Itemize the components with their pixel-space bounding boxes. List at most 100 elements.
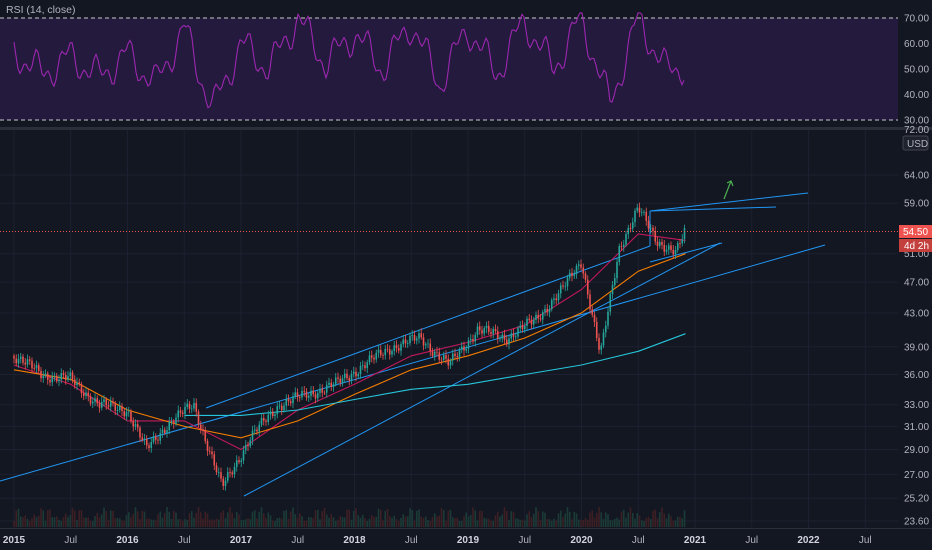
candle-body — [323, 392, 326, 394]
volume-bar — [663, 513, 666, 527]
candle-body — [373, 357, 375, 360]
candle-body — [602, 332, 605, 346]
candle-body — [679, 243, 681, 245]
candle-body — [413, 335, 416, 341]
candle-body — [224, 480, 227, 486]
candle-body — [526, 318, 528, 326]
candle-body — [220, 472, 222, 479]
volume-bar — [634, 518, 636, 527]
candle-body — [94, 398, 96, 402]
volume-bar — [582, 520, 585, 527]
volume-bar — [181, 520, 184, 527]
volume-bar — [485, 518, 488, 527]
volume-bar — [98, 517, 101, 527]
candle-body — [58, 379, 60, 382]
candle-body — [352, 371, 355, 374]
volume-bar — [161, 517, 164, 527]
channel-lower-line[interactable] — [243, 242, 721, 497]
volume-bar — [672, 520, 675, 527]
volume-bar — [330, 514, 333, 527]
candle-body — [402, 339, 405, 345]
candle-body — [19, 356, 22, 359]
volume-bar — [231, 512, 234, 527]
candle-body — [332, 384, 335, 388]
candle-body — [406, 343, 409, 344]
candle-body — [134, 424, 137, 427]
candle-body — [163, 429, 166, 433]
channel-upper-extension[interactable] — [649, 192, 809, 212]
volume-bar — [546, 518, 549, 527]
candle-body — [190, 408, 193, 410]
volume-bar — [350, 519, 353, 527]
candle-body — [530, 320, 533, 325]
volume-bar — [598, 507, 600, 527]
triangle-top-line[interactable] — [649, 206, 777, 212]
candle-body — [91, 401, 94, 404]
pane-separator[interactable] — [0, 127, 932, 130]
volume-bar — [481, 510, 483, 527]
candle-body — [451, 353, 454, 361]
volume-bar — [683, 510, 686, 527]
volume-bar — [105, 510, 108, 527]
volume-bar — [96, 512, 99, 527]
price-axis[interactable]: 72.00 USD 64.00 59.00 51.00 47.00 43.00 39.00… — [898, 125, 932, 528]
volume-bar — [593, 517, 596, 527]
candle-body — [517, 328, 519, 337]
candle-body — [154, 436, 157, 440]
candle-body — [616, 261, 618, 279]
candle-body — [181, 412, 184, 414]
candle-body — [123, 411, 126, 417]
volume-bar — [548, 519, 551, 527]
candle-body — [508, 338, 510, 345]
price-pane — [0, 130, 898, 528]
volume-bar — [512, 511, 515, 527]
volume-bar — [172, 511, 175, 527]
candle-body — [469, 338, 472, 341]
candle-body — [55, 375, 58, 382]
candle-body — [258, 424, 261, 432]
candle-body — [586, 279, 589, 295]
candle-body — [267, 414, 270, 422]
volume-bar — [217, 519, 220, 527]
volume-bar — [42, 510, 45, 527]
volume-bar — [382, 520, 384, 527]
volume-bar — [433, 513, 436, 527]
candle-body — [283, 405, 285, 411]
candle-body — [640, 212, 643, 214]
long-trendline[interactable] — [0, 244, 826, 482]
time-axis[interactable]: 2015 Jul 2016 Jul 2017 Jul 2018 Jul 2019 Jul 2020 J… — [0, 528, 932, 550]
volume-bar — [451, 517, 454, 527]
volume-bar — [521, 519, 524, 527]
triangle-bottom-line[interactable] — [649, 242, 723, 263]
candle-body — [73, 379, 76, 386]
time-label: Jul — [518, 535, 531, 546]
candle-body — [460, 346, 463, 350]
volume-bar — [265, 517, 267, 527]
candle-body — [359, 365, 362, 374]
currency-badge[interactable] — [902, 135, 929, 151]
volume-bar — [643, 520, 645, 527]
rsi-tick-label: 60.00 — [904, 39, 929, 50]
candle-body — [98, 403, 101, 408]
candle-body — [652, 227, 654, 231]
candle-body — [310, 390, 312, 396]
ma-medium-line — [13, 253, 686, 439]
volume-bar — [242, 520, 245, 527]
volume-bar — [472, 507, 474, 527]
candle-body — [643, 211, 645, 213]
candle-body — [269, 411, 272, 415]
volume-bar — [258, 511, 261, 527]
volume-bar — [267, 512, 270, 527]
candle-body — [307, 395, 310, 398]
candle-body — [168, 421, 171, 431]
volume-bar — [465, 512, 468, 527]
candle-body — [51, 376, 54, 383]
candle-body — [141, 437, 144, 441]
candle-body — [96, 398, 99, 404]
volume-bar — [391, 517, 393, 527]
rsi-tick-label: 30.00 — [904, 116, 929, 127]
volume-bar — [341, 516, 344, 527]
candle-body — [305, 391, 308, 398]
volume-bar — [76, 520, 78, 527]
